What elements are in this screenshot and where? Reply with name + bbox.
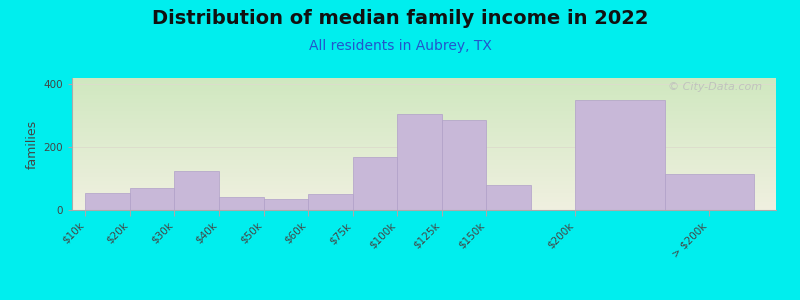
Bar — [174, 171, 219, 210]
Text: Distribution of median family income in 2022: Distribution of median family income in … — [152, 9, 648, 28]
Bar — [442, 120, 486, 210]
Text: © City-Data.com: © City-Data.com — [668, 82, 762, 92]
Bar — [398, 114, 442, 210]
Bar — [575, 100, 665, 210]
Bar — [130, 188, 174, 210]
Bar — [486, 185, 531, 210]
Bar — [219, 197, 263, 210]
Bar — [353, 157, 398, 210]
Bar — [86, 193, 130, 210]
Bar — [263, 199, 308, 210]
Text: All residents in Aubrey, TX: All residents in Aubrey, TX — [309, 39, 491, 53]
Bar — [665, 174, 754, 210]
Y-axis label: families: families — [26, 119, 39, 169]
Bar — [308, 194, 353, 210]
